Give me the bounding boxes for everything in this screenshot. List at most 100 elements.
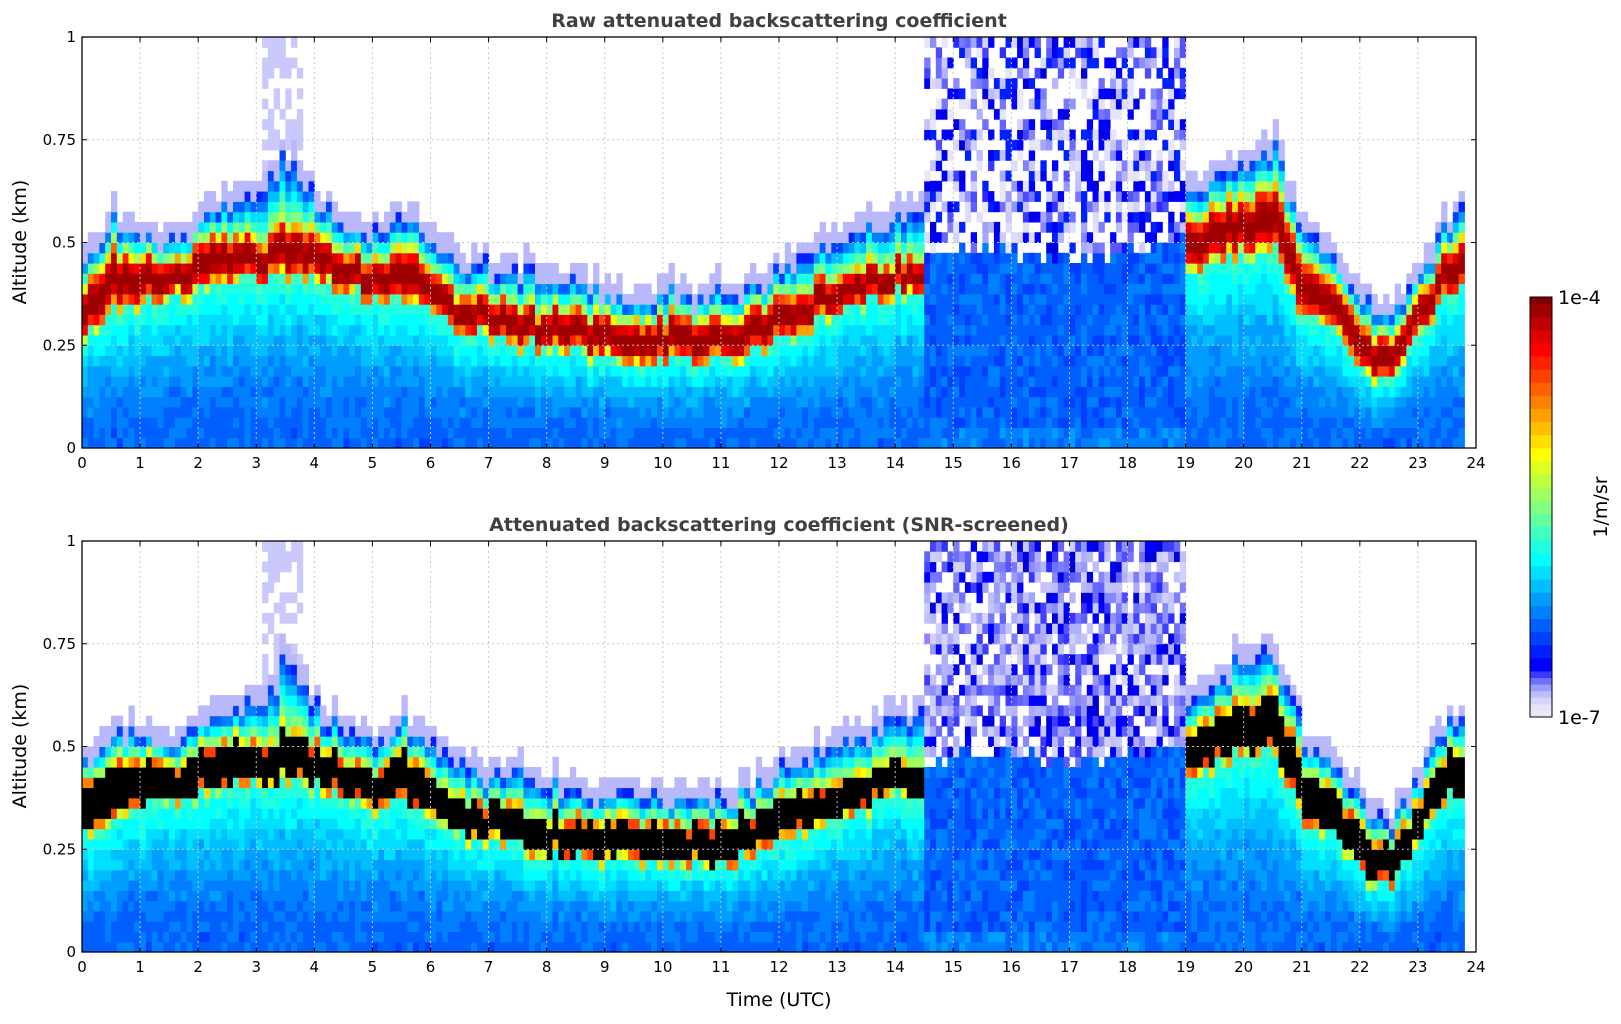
heatmap-cell [1220,242,1227,254]
heatmap-cell [244,232,251,243]
heatmap-cell [1237,396,1245,408]
heatmap-cell [1005,427,1012,439]
heatmap-cell [767,335,774,346]
heatmap-cell [151,335,158,346]
heatmap-cell [238,406,246,418]
heatmap-cell [813,386,821,398]
heatmap-cell [1168,283,1175,295]
heatmap-cell [105,232,112,243]
heatmap-cell [1081,191,1088,202]
heatmap-cell [326,335,333,346]
heatmap-cell [256,232,263,243]
heatmap-cell [906,396,914,408]
heatmap-cell [262,78,269,89]
heatmap-cell [773,304,780,315]
heatmap-cell [546,345,553,357]
heatmap-cell [291,283,298,295]
heatmap-cell [227,221,234,233]
heatmap-cell [628,345,635,357]
heatmap-cell [221,335,228,346]
heatmap-cell [500,396,507,408]
heatmap-cell [825,355,832,367]
heatmap-cell [389,304,397,315]
heatmap-cell [616,417,623,428]
heatmap-cell [174,273,182,285]
heatmap-cell [366,437,373,449]
heatmap-cell [192,283,199,295]
heatmap-cell [482,437,490,449]
heatmap-cell [157,324,164,336]
heatmap-cell [1133,201,1140,213]
heatmap-cell [552,355,559,367]
heatmap-cell [337,324,344,336]
heatmap-cell [552,335,559,346]
heatmap-cell [1139,57,1146,69]
heatmap-cell [296,314,304,326]
heatmap-cell [285,160,292,172]
heatmap-cell [1174,119,1181,130]
heatmap-cell [1040,417,1047,428]
heatmap-cell [250,427,257,439]
heatmap-cell [413,201,420,213]
heatmap-cell [715,273,722,285]
heatmap-cell [506,386,513,398]
heatmap-cell [488,355,495,367]
heatmap-cell [233,355,240,367]
heatmap-cell [1046,324,1053,336]
heatmap-cell [1255,160,1262,172]
heatmap-cell [1150,406,1157,418]
heatmap-cell [546,263,553,274]
heatmap-cell [610,304,617,315]
heatmap-cell [511,386,519,398]
heatmap-cell [1139,386,1146,398]
heatmap-cell [407,263,414,274]
heatmap-cell [529,263,536,274]
heatmap-cell [1115,365,1123,377]
heatmap-cell [1057,417,1065,428]
heatmap-cell [1040,67,1047,79]
heatmap-cell [430,417,437,428]
heatmap-cell [1028,386,1036,398]
heatmap-cell [506,345,513,357]
heatmap-cell [1174,427,1181,439]
heatmap-cell [215,396,222,408]
heatmap-cell [134,232,141,243]
heatmap-cell [302,314,309,326]
heatmap-cell [1243,437,1250,449]
heatmap-cell [988,345,995,357]
heatmap-cell [755,273,763,285]
heatmap-cell [1086,139,1094,151]
heatmap-cell [674,437,681,449]
heatmap-cell [744,437,751,449]
heatmap-cell [970,180,977,192]
heatmap-cell [1063,57,1070,69]
heatmap-cell [761,365,768,377]
heatmap-cell [598,427,606,439]
heatmap-cell [1110,345,1117,357]
heatmap-cell [163,355,170,367]
heatmap-cell [244,365,251,377]
heatmap-cell [1214,427,1221,439]
heatmap-cell [1237,365,1245,377]
heatmap-cell [209,211,217,223]
heatmap-cell [1156,335,1163,346]
heatmap-cell [262,406,269,418]
heatmap-cell [1162,314,1169,326]
heatmap-cell [238,180,246,192]
heatmap-cell [447,335,455,346]
heatmap-cell [1197,232,1204,243]
heatmap-cell [401,386,408,398]
heatmap-cell [413,293,420,305]
heatmap-cell [1168,88,1175,100]
heatmap-cell [262,355,269,367]
heatmap-cell [1104,396,1111,408]
heatmap-cell [755,304,763,315]
heatmap-cell [790,386,797,398]
heatmap-cell [233,345,240,357]
heatmap-cell [1127,417,1134,428]
heatmap-cell [517,427,524,439]
heatmap-cell [1115,386,1123,398]
heatmap-cell [941,37,948,48]
heatmap-cell [930,396,937,408]
heatmap-cell [1057,376,1065,387]
